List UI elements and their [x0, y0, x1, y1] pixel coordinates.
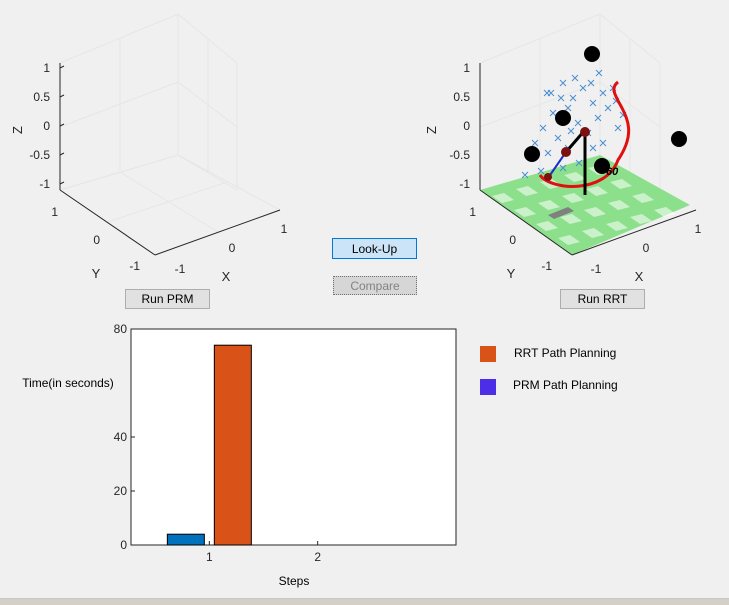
robot-shadow	[548, 207, 574, 219]
legend-label-prm: PRM Path Planning	[513, 378, 618, 392]
y-tick: -1	[541, 259, 552, 273]
x-tick: -1	[175, 262, 186, 276]
z-axis-label: Z	[424, 126, 439, 134]
compare-button[interactable]: Compare	[333, 276, 417, 295]
rrt-3d-axes[interactable]: 60 1 0.5 0 -0.5 -1 1 0 -1 -1 0 1 Z Y X	[400, 0, 720, 300]
y-tick: 1	[51, 205, 58, 219]
bar	[213, 344, 252, 546]
x-tick-label: 2	[314, 550, 321, 564]
obstacle-sphere	[671, 131, 687, 147]
legend-swatch-prm	[480, 379, 496, 395]
x-axis-label: Steps	[279, 574, 310, 588]
legend-swatch-rrt	[480, 346, 496, 362]
plot-area	[130, 328, 457, 546]
obstacle-sphere	[584, 46, 600, 62]
z-tick: 0.5	[453, 90, 470, 104]
legend-label-rrt: RRT Path Planning	[514, 346, 617, 360]
y-axis-label: Y	[92, 266, 101, 281]
obstacle-sphere	[524, 146, 540, 162]
bar	[166, 533, 205, 546]
prm-3d-axes[interactable]: 1 0.5 0 -0.5 -1 1 0 -1 -1 0 1 Z Y X	[0, 0, 300, 300]
x-tick: -1	[591, 262, 602, 276]
status-bar	[0, 598, 729, 605]
x-axis-label: X	[222, 269, 231, 284]
y-axis-label: Y	[507, 266, 516, 281]
z-tick: 1	[463, 61, 470, 75]
z-tick: -0.5	[449, 148, 470, 162]
z-tick: -1	[39, 177, 50, 191]
x-axis-label: X	[635, 269, 644, 284]
x-tick: 0	[229, 241, 236, 255]
time-comparison-bar-chart[interactable]: 0 20 40 80 1 2 Time(in seconds) Steps	[0, 315, 470, 595]
y-tick-label: 40	[114, 430, 128, 444]
obstacle-sphere	[555, 110, 571, 126]
floor-checkerboard	[480, 155, 690, 255]
z-tick: 1	[43, 61, 50, 75]
z-tick: -1	[459, 177, 470, 191]
y-tick-label: 0	[120, 538, 127, 552]
x-tick: 0	[643, 241, 650, 255]
z-tick: 0	[43, 119, 50, 133]
x-tick: 1	[695, 222, 702, 236]
y-tick: 1	[469, 205, 476, 219]
legend: RRT Path Planning PRM Path Planning	[480, 345, 720, 405]
look-up-button[interactable]: Look-Up	[332, 238, 417, 259]
z-tick: -0.5	[29, 148, 50, 162]
y-tick-label: 80	[114, 322, 128, 336]
z-tick: 0	[463, 119, 470, 133]
robot-joint	[580, 127, 590, 137]
x-tick-label: 1	[206, 550, 213, 564]
obstacle-sphere	[594, 158, 610, 174]
run-rrt-button[interactable]: Run RRT	[560, 289, 645, 309]
x-tick: 1	[281, 222, 288, 236]
y-tick: 0	[509, 233, 516, 247]
y-tick-label: 20	[114, 484, 128, 498]
run-prm-button[interactable]: Run PRM	[125, 289, 210, 309]
rrt-path	[538, 80, 631, 188]
y-tick: 0	[93, 233, 100, 247]
y-axis-label: Time(in seconds)	[22, 376, 114, 390]
z-tick: 0.5	[33, 90, 50, 104]
y-tick: -1	[129, 259, 140, 273]
z-axis-label: Z	[10, 126, 25, 134]
